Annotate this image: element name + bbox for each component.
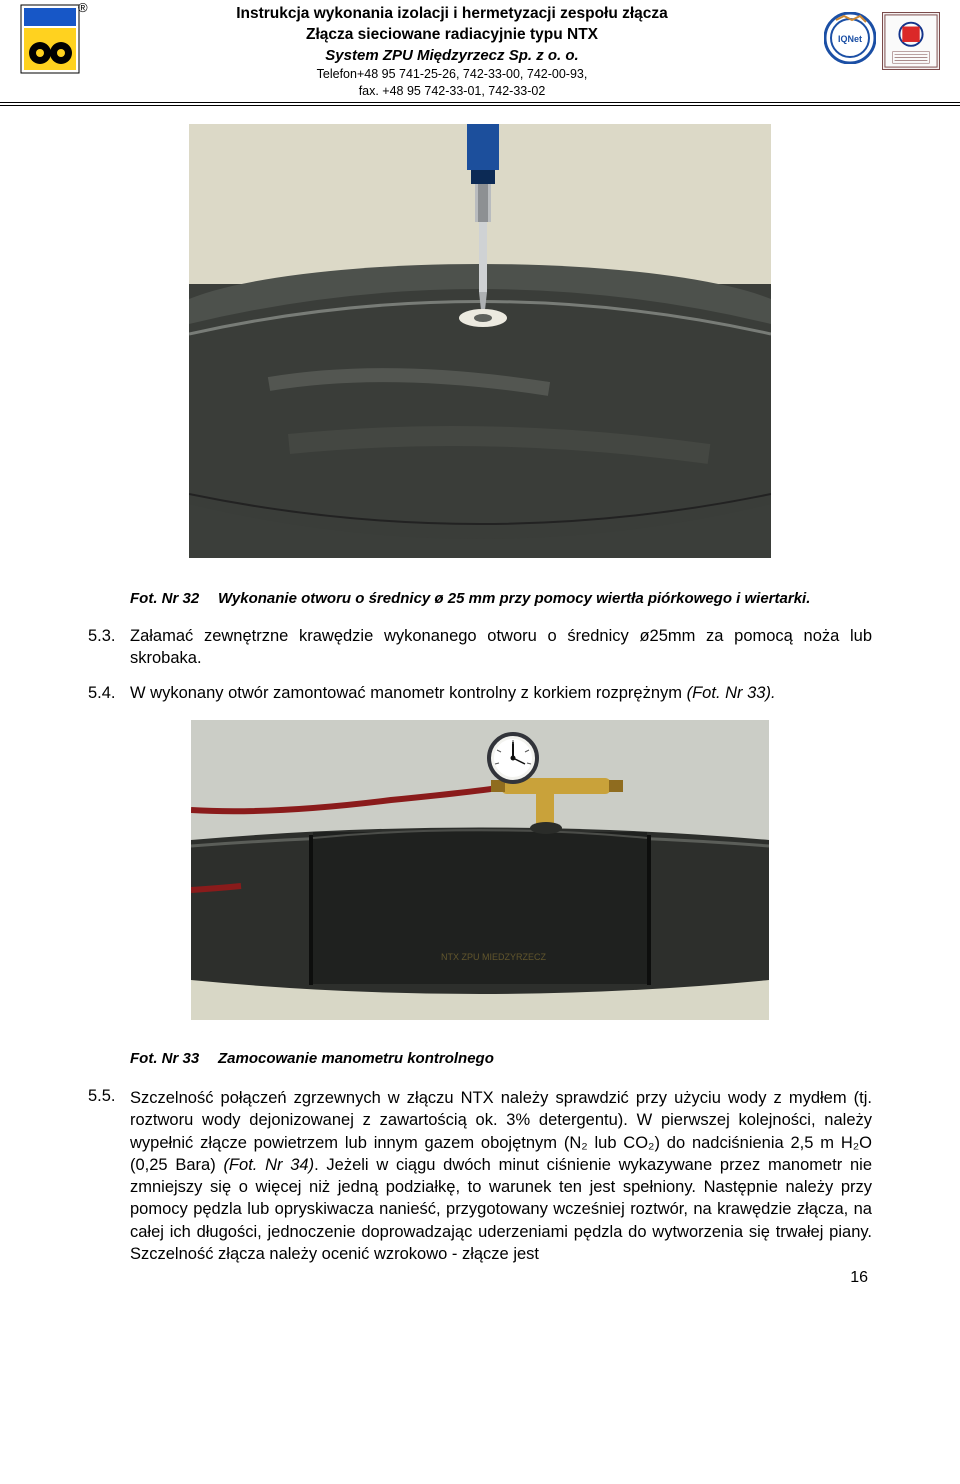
header-text-block: Instrukcja wykonania izolacji i hermetyz… bbox=[80, 4, 824, 100]
header-line-2: Złącza sieciowane radiacyjnie typu NTX bbox=[90, 25, 814, 46]
pcbc-badge bbox=[882, 12, 940, 70]
figure-32-caption: Fot. Nr 32 Wykonanie otworu o średnicy ø… bbox=[130, 589, 872, 609]
item-5-3: 5.3. Załamać zewnętrzne krawędzie wykona… bbox=[88, 625, 872, 670]
header-line-4: Telefon+48 95 741-25-26, 742-33-00, 742-… bbox=[90, 66, 814, 83]
item-5-5-number: 5.5. bbox=[88, 1085, 130, 1265]
item-5-5-text: Szczelność połączeń zgrzewnych w złączu … bbox=[130, 1087, 872, 1265]
certification-logos: IQNet bbox=[824, 4, 940, 70]
header-line-1: Instrukcja wykonania izolacji i hermetyz… bbox=[90, 4, 814, 25]
figure-32-container bbox=[88, 124, 872, 563]
header-line-5: fax. +48 95 742-33-01, 742-33-02 bbox=[90, 83, 814, 100]
svg-text:IQNet: IQNet bbox=[838, 34, 862, 44]
item-5-4-text-a: W wykonany otwór zamontować manometr kon… bbox=[130, 684, 687, 702]
item-5-3-number: 5.3. bbox=[88, 625, 130, 670]
item-5-4-text: W wykonany otwór zamontować manometr kon… bbox=[130, 682, 872, 704]
figure-33-photo: NTX ZPU MIEDZYRZECZ bbox=[191, 720, 769, 1020]
iqnet-badge: IQNet bbox=[824, 12, 876, 64]
document-header: ® Instrukcja wykonania izolacji i hermet… bbox=[0, 0, 960, 100]
figure-33-label: Fot. Nr 33 bbox=[130, 1049, 218, 1069]
figure-32-photo bbox=[189, 124, 771, 558]
page-content: Fot. Nr 32 Wykonanie otworu o średnicy ø… bbox=[0, 106, 960, 1287]
item-5-5: 5.5. Szczelność połączeń zgrzewnych w zł… bbox=[88, 1085, 872, 1265]
item-5-4: 5.4. W wykonany otwór zamontować manomet… bbox=[88, 682, 872, 704]
figure-33-caption: Fot. Nr 33 Zamocowanie manometru kontrol… bbox=[130, 1049, 872, 1069]
svg-text:NTX ZPU MIEDZYRZECZ: NTX ZPU MIEDZYRZECZ bbox=[441, 952, 547, 962]
figure-32-label: Fot. Nr 32 bbox=[130, 589, 218, 609]
registered-mark: ® bbox=[78, 0, 88, 15]
page-number: 16 bbox=[88, 1269, 872, 1287]
item-5-3-text: Załamać zewnętrzne krawędzie wykonanego … bbox=[130, 625, 872, 670]
figure-32-text: Wykonanie otworu o średnicy ø 25 mm przy… bbox=[218, 589, 810, 609]
item-5-4-text-ital: (Fot. Nr 33). bbox=[687, 684, 776, 702]
company-logo bbox=[20, 4, 80, 74]
header-line-3: System ZPU Międzyrzecz Sp. z o. o. bbox=[90, 46, 814, 66]
item-5-5-text-ital: (Fot. Nr 34) bbox=[223, 1156, 314, 1174]
figure-33-container: NTX ZPU MIEDZYRZECZ bbox=[88, 720, 872, 1025]
item-5-4-number: 5.4. bbox=[88, 682, 130, 704]
figure-33-text: Zamocowanie manometru kontrolnego bbox=[218, 1049, 494, 1069]
